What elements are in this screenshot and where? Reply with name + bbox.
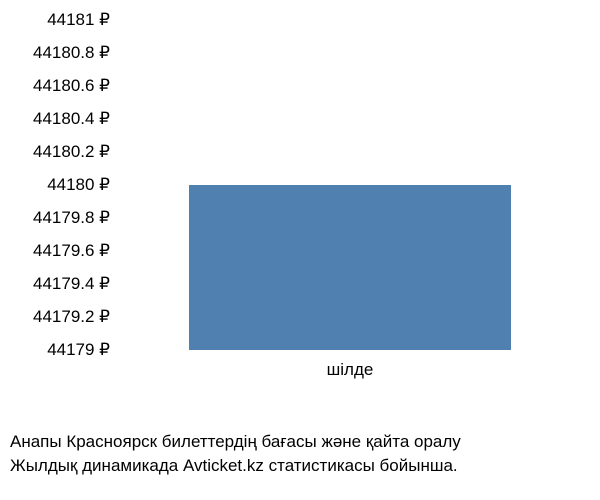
y-tick: 44181 ₽ [47,10,110,30]
chart-caption: Анапы Красноярск билеттердің бағасы және… [10,430,590,478]
caption-line-2: Жылдық динамикада Avticket.kz статистика… [10,454,590,478]
y-tick: 44180.4 ₽ [33,109,110,129]
x-axis: шілде [120,360,580,390]
y-tick: 44179.4 ₽ [33,274,110,294]
y-tick: 44179.8 ₽ [33,208,110,228]
plot-area [120,20,580,350]
chart-container: 44181 ₽ 44180.8 ₽ 44180.6 ₽ 44180.4 ₽ 44… [0,0,600,420]
y-tick: 44179.2 ₽ [33,307,110,327]
bar [189,185,511,350]
y-tick: 44180.8 ₽ [33,43,110,63]
y-tick: 44180.6 ₽ [33,76,110,96]
caption-line-1: Анапы Красноярск билеттердің бағасы және… [10,430,590,454]
y-tick: 44179.6 ₽ [33,241,110,261]
y-axis: 44181 ₽ 44180.8 ₽ 44180.6 ₽ 44180.4 ₽ 44… [0,20,115,350]
y-tick: 44180.2 ₽ [33,142,110,162]
y-tick: 44180 ₽ [47,175,110,195]
y-tick: 44179 ₽ [47,340,110,360]
x-tick: шілде [327,360,374,380]
